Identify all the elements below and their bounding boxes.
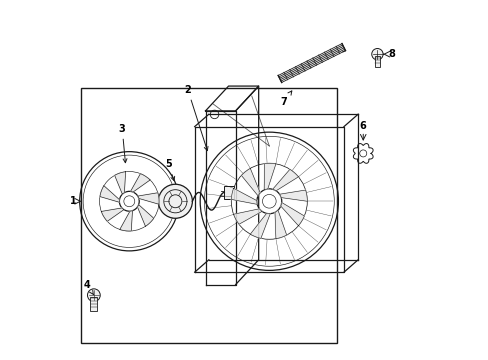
Text: 8: 8	[387, 49, 394, 59]
Text: 7: 7	[280, 91, 291, 107]
Text: 6: 6	[359, 121, 366, 131]
Text: 2: 2	[184, 85, 207, 150]
Text: 1: 1	[70, 196, 77, 206]
FancyBboxPatch shape	[374, 57, 380, 67]
Circle shape	[87, 289, 100, 302]
Text: 3: 3	[119, 123, 127, 163]
Polygon shape	[241, 168, 260, 196]
Circle shape	[371, 49, 382, 60]
FancyBboxPatch shape	[224, 186, 234, 199]
Polygon shape	[130, 174, 150, 192]
Polygon shape	[101, 208, 123, 221]
Polygon shape	[280, 202, 304, 226]
Polygon shape	[272, 169, 298, 191]
Text: 5: 5	[164, 159, 174, 181]
Polygon shape	[120, 211, 132, 231]
Polygon shape	[138, 193, 159, 204]
Polygon shape	[274, 210, 286, 239]
Circle shape	[158, 184, 192, 218]
FancyBboxPatch shape	[90, 297, 97, 311]
Polygon shape	[231, 188, 257, 204]
Polygon shape	[114, 172, 125, 194]
Bar	[81, 88, 336, 343]
Polygon shape	[233, 209, 262, 224]
Polygon shape	[137, 204, 153, 226]
Polygon shape	[264, 163, 275, 190]
Text: 4: 4	[83, 280, 93, 295]
Polygon shape	[250, 213, 270, 238]
Polygon shape	[279, 190, 306, 201]
Polygon shape	[100, 186, 119, 202]
